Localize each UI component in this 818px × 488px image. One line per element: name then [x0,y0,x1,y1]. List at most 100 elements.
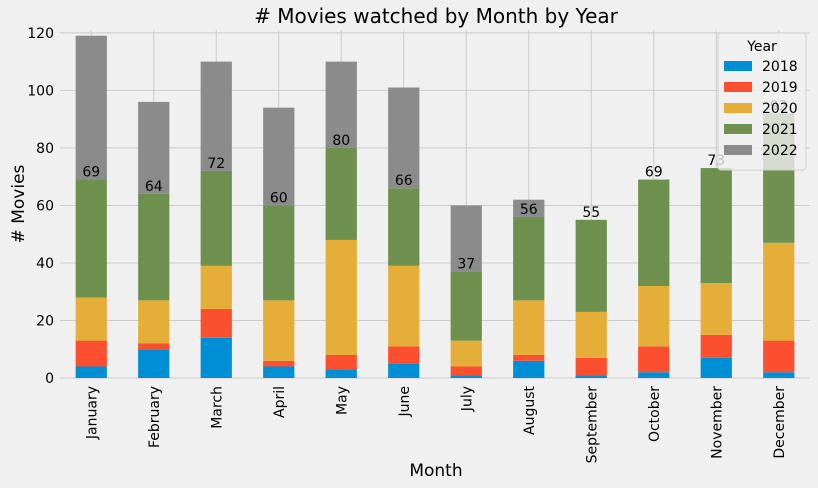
bar-segment [575,375,607,378]
bar-segment [513,300,545,355]
bar-label: 56 [520,202,538,218]
bar-segment [450,366,482,376]
bar-segment [450,205,482,272]
bar-segment [513,360,545,378]
legend-swatch [724,103,752,113]
bar-label: 80 [332,133,350,149]
x-tick-label: October [647,386,663,442]
bar-label: 66 [395,173,413,189]
legend-swatch [724,145,752,155]
y-tick-label: 0 [45,371,54,387]
bar-segment [763,242,795,341]
legend: Year 2018 2019 2020 2021 2022 [717,32,807,171]
bar-segment [75,366,107,378]
bar-segment [575,357,607,376]
legend-swatch [724,124,752,134]
bar-segment [75,35,107,180]
bar-segment [75,179,107,298]
bar-segment [513,199,545,217]
bar-segment [325,61,357,148]
x-tick-label: March [209,386,225,429]
legend-label: 2021 [762,122,798,138]
bar-segment [700,168,732,284]
bar-segment [513,216,545,301]
bar-segment [388,188,420,266]
bar-segment [138,349,170,378]
bar-segment [200,337,232,378]
bar-segment [138,101,170,194]
bar-segment [263,366,295,378]
legend-label: 2019 [762,80,798,96]
bar-segment [138,343,170,350]
bar-label: 69 [645,165,663,181]
bar-segment [263,107,295,206]
bar-label: 72 [207,156,225,172]
bar-segment [638,372,670,378]
bar-segment [138,300,170,344]
x-tick-label: June [397,386,413,418]
y-tick-label: 80 [36,141,54,157]
bar-segment [450,340,482,367]
bar-segment [200,170,232,266]
x-tick-label: August [522,385,538,435]
legend-label: 2020 [762,101,798,117]
chart-title: # Movies watched by Month by Year [254,4,619,28]
x-tick-label: April [272,386,288,418]
bar-label: 64 [145,179,163,195]
bar-segment [325,239,357,355]
bar-segment [388,265,420,347]
bar-segment [200,308,232,338]
bar-segment [450,375,482,378]
bar-segment [388,346,420,364]
bar-segment [325,354,357,370]
bar-segment [75,340,107,367]
legend-title: Year [746,39,777,55]
x-tick-label: January [84,386,100,440]
bar-segment [638,285,670,347]
x-tick-label: November [709,386,725,459]
bar-segment [75,297,107,341]
bar-segment [513,354,545,361]
plot-area: 0 20 40 60 80 100 120 69 January 64 February 72 Marc… [27,26,810,464]
bar-segment [200,265,232,309]
bar-segment [388,87,420,189]
legend-swatch [724,61,752,71]
bar-segment [138,193,170,301]
bar-label: 55 [582,205,600,221]
y-axis-label: # Movies [9,164,29,243]
y-tick-label: 60 [36,198,54,214]
bar-segment [263,300,295,361]
y-tick-label: 120 [27,26,54,42]
bar-label: 69 [82,165,100,181]
legend-label: 2022 [762,143,798,159]
legend-swatch [724,82,752,92]
x-tick-label: February [147,386,163,448]
legend-label: 2018 [762,59,798,75]
bar-segment [700,357,732,378]
bar-segment [263,360,295,367]
bar-segment [263,205,295,301]
bar-segment [638,346,670,373]
bar-segment [450,271,482,341]
y-tick-label: 20 [36,313,54,329]
bar-segment [388,363,420,378]
x-tick-label: July [459,386,475,412]
bar-segment [325,147,357,240]
bar-segment [638,179,670,286]
bar-segment [700,334,732,358]
bar-segment [575,311,607,358]
y-tick-label: 100 [27,83,54,99]
bar-segment [575,219,607,312]
x-tick-label: December [772,386,788,459]
x-tick-label: May [334,386,350,415]
bar-segment [763,340,795,373]
x-tick-label: September [584,386,600,464]
bar-label: 60 [270,190,288,206]
y-tick-label: 40 [36,256,54,272]
bar-segment [763,372,795,378]
bar-segment [325,369,357,378]
x-axis-label: Month [409,461,462,481]
bar-segment [200,61,232,171]
